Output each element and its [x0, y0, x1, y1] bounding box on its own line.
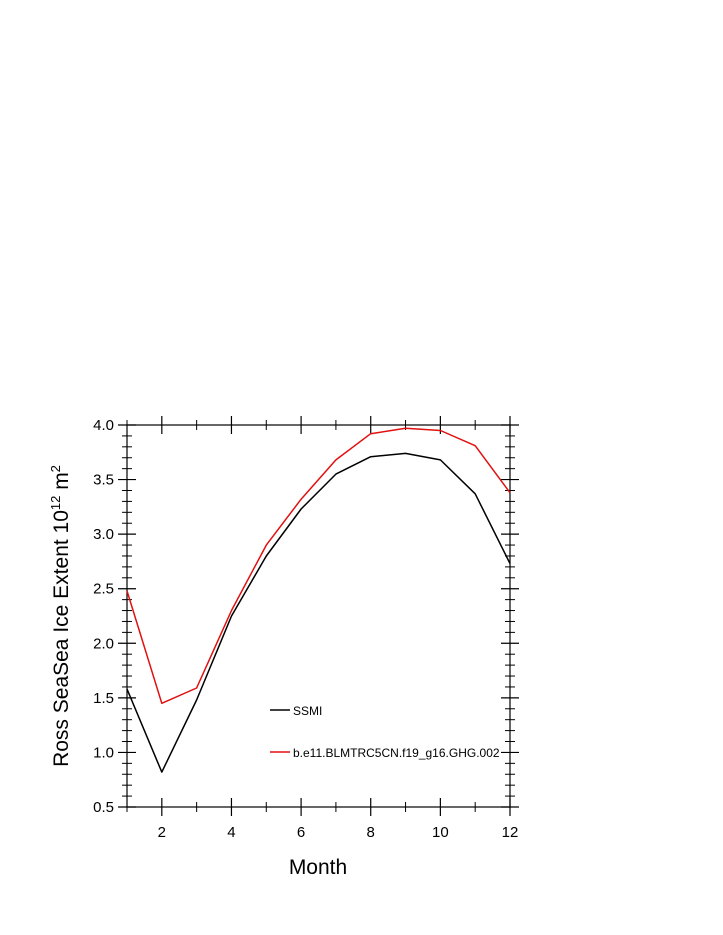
x-tick-label-4: 10 — [432, 824, 449, 841]
x-tick-label-1: 4 — [227, 824, 235, 841]
series-line-1 — [126, 427, 511, 705]
x-tick-label-5: 12 — [502, 824, 519, 841]
y-tick-label-6: 3.5 — [93, 472, 114, 489]
y-axis-title-prefix: Ross SeaSea Ice Extent 10 — [50, 510, 73, 767]
plot-frame — [126, 424, 511, 808]
y-tick-label-1: 1.0 — [93, 744, 114, 761]
y-tick-label-0: 0.5 — [93, 799, 114, 816]
x-tick-label-0: 2 — [158, 824, 166, 841]
y-tick-label-5: 3.0 — [93, 526, 114, 543]
y-tick-label-2: 1.5 — [93, 690, 114, 707]
series-lines — [126, 427, 511, 773]
legend-label-ssmi: SSMI — [293, 704, 322, 718]
y-axis-title-unit: m — [50, 472, 73, 495]
x-tick-label-2: 6 — [297, 824, 305, 841]
plot-border — [126, 424, 511, 808]
y-tick-label-7: 4.0 — [93, 417, 114, 434]
legend-label-model: b.e11.BLMTRC5CN.f19_g16.GHG.002 — [293, 746, 500, 760]
y-axis-title-exp2: 2 — [48, 465, 63, 472]
y-tick-label-4: 2.5 — [93, 581, 114, 598]
y-tick-labels: 0.5 1.0 1.5 2.0 2.5 3.0 3.5 4.0 — [93, 417, 114, 816]
major-ticks — [118, 416, 519, 816]
series-line-0 — [126, 452, 511, 773]
x-tick-label-3: 8 — [367, 824, 375, 841]
x-axis-title: Month — [289, 856, 347, 879]
legend: SSMI b.e11.BLMTRC5CN.f19_g16.GHG.002 — [270, 704, 500, 760]
y-tick-label-3: 2.0 — [93, 635, 114, 652]
y-axis-title-exp1: 12 — [48, 496, 63, 510]
y-axis-title: Ross SeaSea Ice Extent 1012 m2 — [48, 465, 73, 767]
x-tick-labels: 2 4 6 8 10 12 — [158, 824, 519, 841]
